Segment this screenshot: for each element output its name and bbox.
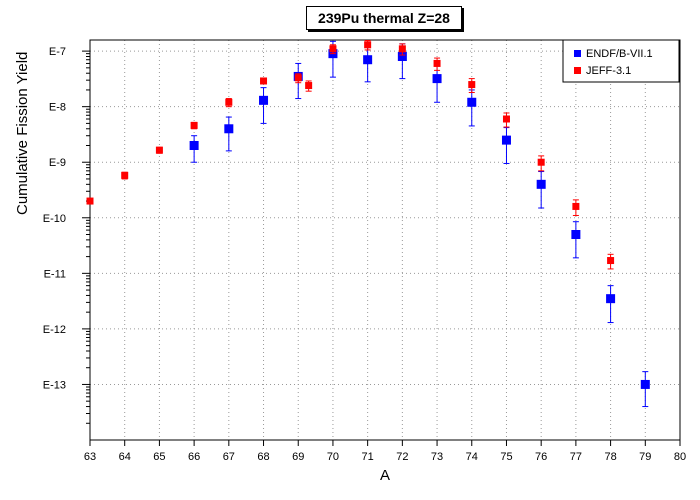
data-point-endf bbox=[640, 371, 650, 408]
marker-jeff bbox=[468, 81, 476, 89]
marker-jeff bbox=[572, 202, 580, 210]
y-tick-label: E-12 bbox=[43, 324, 66, 336]
x-tick-label: 66 bbox=[188, 451, 200, 463]
data-point-jeff bbox=[305, 80, 313, 92]
data-point-jeff bbox=[86, 197, 94, 205]
x-tick-label: 74 bbox=[466, 451, 478, 463]
data-point-jeff bbox=[155, 146, 163, 154]
data-point-endf bbox=[501, 127, 511, 164]
x-axis-ticks: 63 64 65 66 67 68 69 70 71 72 73 74 75 76 77 78 79 80 bbox=[84, 440, 686, 463]
data-point-jeff bbox=[225, 98, 233, 108]
y-tick-label: E-13 bbox=[43, 379, 66, 391]
y-tick-label: E-11 bbox=[44, 268, 66, 280]
plot-area bbox=[90, 40, 680, 440]
marker-jeff bbox=[433, 59, 441, 67]
marker-jeff bbox=[364, 41, 372, 49]
marker-jeff bbox=[607, 257, 615, 265]
legend-marker-endf bbox=[574, 50, 581, 57]
marker-jeff bbox=[294, 74, 302, 82]
legend: ENDF/B-VII.1 JEFF-3.1 bbox=[562, 39, 680, 83]
y-tick-label: E-10 bbox=[43, 213, 66, 225]
x-tick-label: 76 bbox=[535, 451, 547, 463]
data-point-endf bbox=[536, 171, 546, 209]
y-tick-label: E-8 bbox=[49, 102, 66, 114]
marker-endf bbox=[606, 294, 616, 304]
marker-jeff bbox=[398, 45, 406, 53]
data-point-jeff bbox=[433, 57, 441, 71]
legend-marker-jeff bbox=[574, 67, 581, 74]
x-tick-label: 70 bbox=[327, 451, 339, 463]
marker-endf bbox=[363, 55, 373, 65]
marker-jeff bbox=[155, 146, 163, 154]
data-point-endf bbox=[189, 135, 199, 163]
marker-jeff bbox=[121, 171, 129, 179]
x-tick-label: 73 bbox=[431, 451, 443, 463]
x-tick-label: 75 bbox=[500, 451, 512, 463]
marker-endf bbox=[432, 74, 442, 84]
legend-label-endf: ENDF/B-VII.1 bbox=[586, 48, 653, 60]
data-point-jeff bbox=[364, 40, 372, 51]
data-point-jeff bbox=[468, 78, 476, 93]
y-axis-ticks: E-7 E-8 E-9 E-10 E-11 E-12 E-13 bbox=[43, 46, 90, 424]
chart-title: 239Pu thermal Z=28 bbox=[306, 6, 462, 30]
x-tick-label: 80 bbox=[674, 451, 686, 463]
data-point-jeff bbox=[329, 44, 337, 55]
legend-box bbox=[562, 39, 680, 83]
marker-endf bbox=[571, 230, 581, 240]
data-point-jeff bbox=[572, 199, 580, 216]
marker-endf bbox=[259, 95, 269, 105]
x-axis-label: A bbox=[380, 467, 390, 484]
marker-endf bbox=[224, 124, 234, 134]
x-tick-label: 72 bbox=[396, 451, 408, 463]
data-point-endf bbox=[606, 285, 616, 324]
marker-endf bbox=[640, 379, 650, 389]
x-tick-label: 68 bbox=[257, 451, 269, 463]
marker-endf bbox=[467, 97, 477, 107]
data-marks bbox=[86, 40, 650, 408]
data-point-endf bbox=[259, 87, 269, 124]
y-axis-label: Cumulative Fission Yield bbox=[14, 51, 31, 215]
data-point-endf bbox=[571, 221, 581, 259]
x-tick-label: 77 bbox=[570, 451, 582, 463]
marker-jeff bbox=[305, 82, 313, 90]
x-tick-label: 78 bbox=[604, 451, 616, 463]
x-tick-label: 63 bbox=[84, 451, 96, 463]
x-tick-label: 64 bbox=[119, 451, 131, 463]
marker-jeff bbox=[225, 98, 233, 106]
marker-endf bbox=[189, 140, 199, 150]
marker-jeff bbox=[190, 121, 198, 129]
x-tick-label: 67 bbox=[223, 451, 235, 463]
x-tick-label: 65 bbox=[153, 451, 165, 463]
marker-jeff bbox=[537, 158, 545, 166]
marker-endf bbox=[536, 179, 546, 189]
data-point-jeff bbox=[607, 253, 615, 270]
x-tick-label: 69 bbox=[292, 451, 304, 463]
marker-jeff bbox=[329, 45, 337, 53]
data-point-jeff bbox=[537, 155, 545, 172]
data-point-jeff bbox=[190, 121, 198, 130]
y-tick-label: E-9 bbox=[49, 157, 66, 169]
marker-endf bbox=[501, 135, 511, 145]
legend-label-jeff: JEFF-3.1 bbox=[586, 65, 631, 77]
x-tick-label: 71 bbox=[362, 451, 374, 463]
data-point-jeff bbox=[502, 112, 510, 128]
data-point-endf bbox=[224, 116, 234, 152]
y-tick-label: E-7 bbox=[49, 46, 66, 58]
data-point-jeff bbox=[294, 73, 302, 84]
data-point-jeff bbox=[121, 171, 129, 180]
marker-jeff bbox=[260, 77, 268, 85]
marker-jeff bbox=[502, 115, 510, 123]
marker-endf bbox=[397, 51, 407, 61]
marker-jeff bbox=[86, 197, 94, 205]
data-point-jeff bbox=[260, 77, 268, 85]
x-tick-label: 79 bbox=[639, 451, 651, 463]
data-point-jeff bbox=[398, 43, 406, 56]
